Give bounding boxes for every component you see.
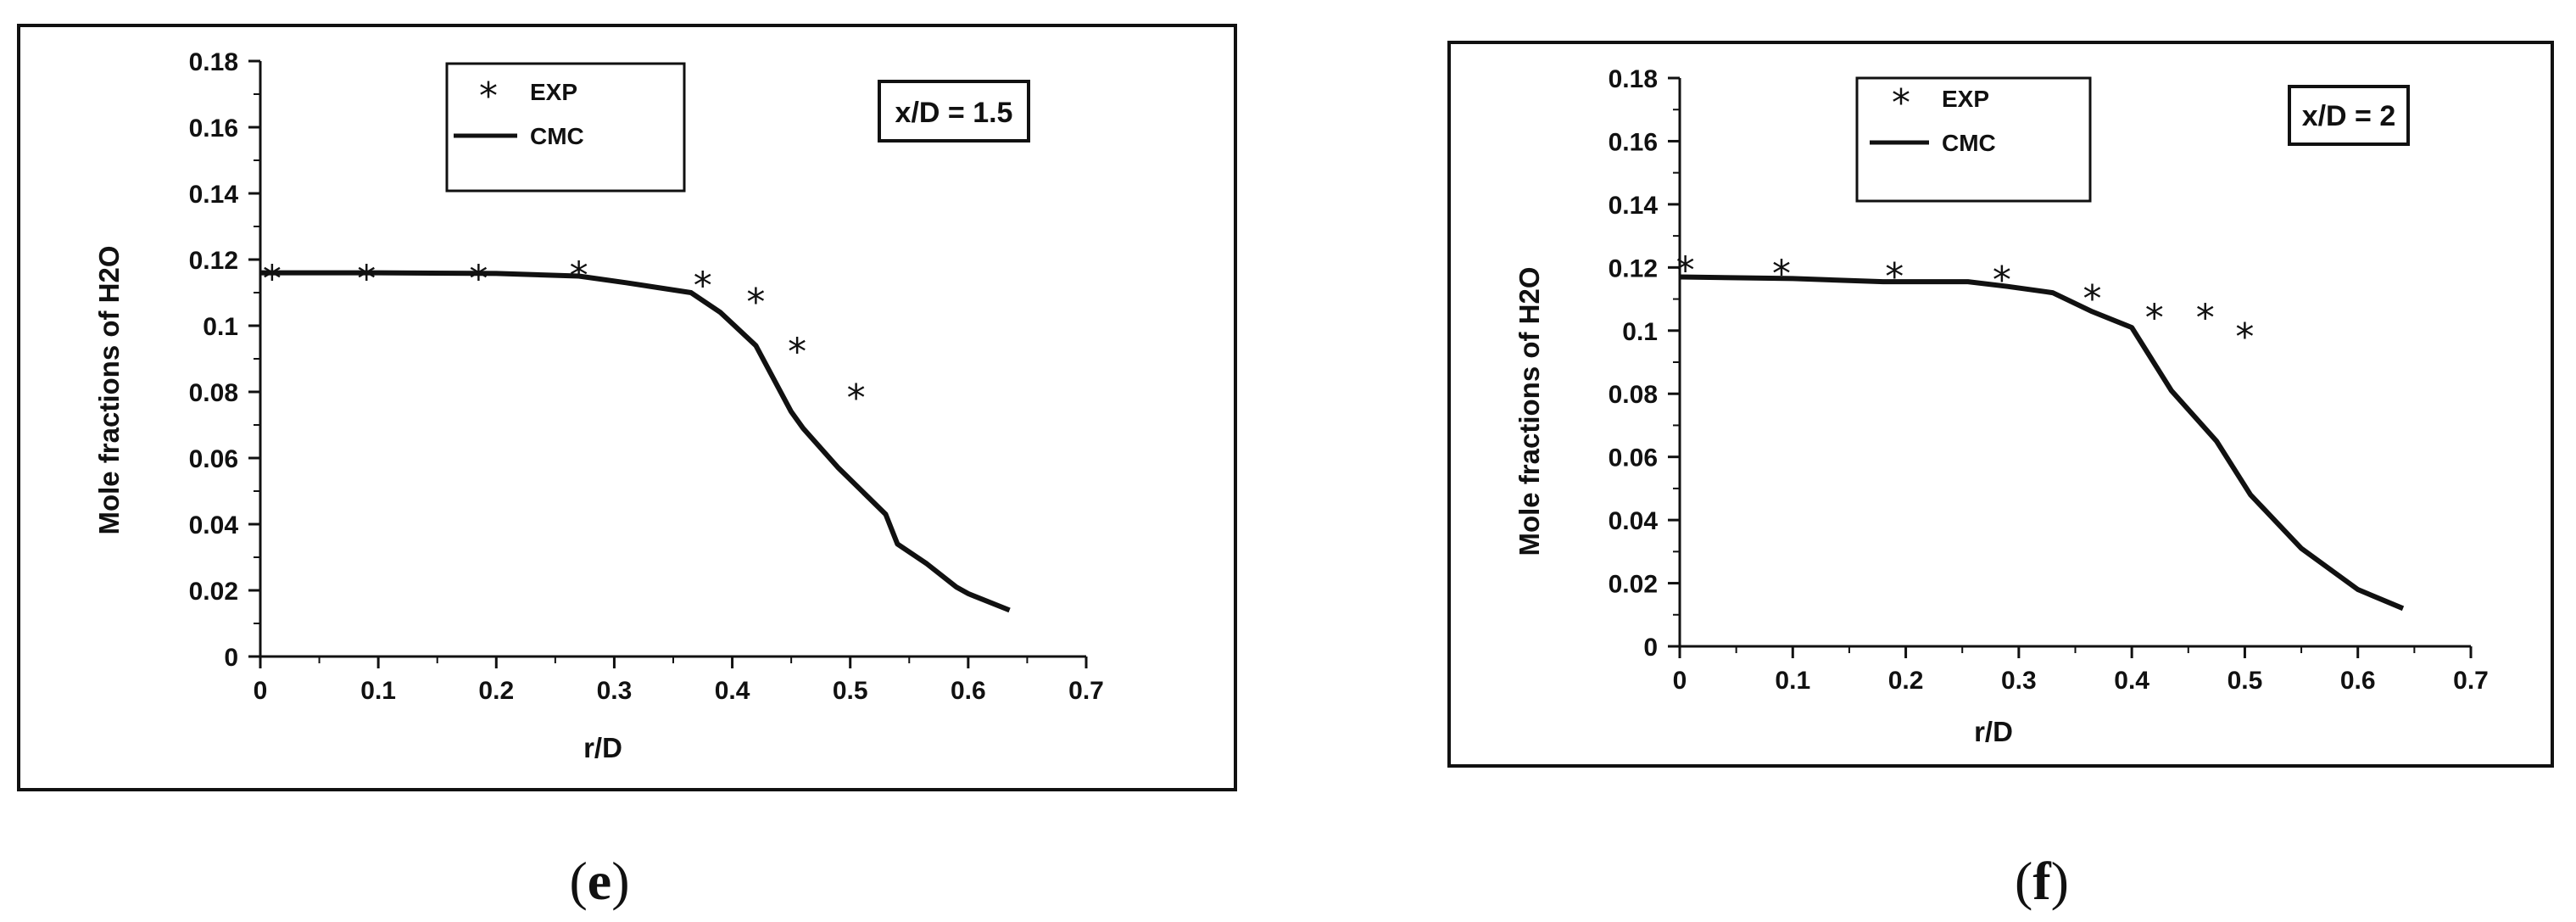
data-point-exp: * [2145,296,2164,339]
y-tick-label: 0.02 [189,578,238,606]
annotation: x/D = 1.5 [878,80,1030,142]
y-tick-label: 0.08 [1609,381,1658,409]
legend: * EXP CMC [1855,76,2092,203]
annotation-box [2288,85,2410,146]
data-point-exp: * [1885,255,1904,299]
x-tick-label: 0.5 [2228,667,2263,695]
legend: * EXP CMC [445,62,686,193]
data-point-exp: * [1676,249,1695,293]
y-axis-title: Mole fractions of H2O [1514,266,1545,556]
x-tick-label: 0.3 [2001,667,2037,695]
chart-panel-e: Mole fractions of H2O r/D 0 0.1 0.2 0.3 0.4 0… [17,24,1237,791]
x-tick-label: 0.1 [360,677,396,705]
y-tick-label: 0.12 [189,247,238,275]
y-tick-label: 0 [224,644,238,672]
legend-label-cmc: CMC [1942,130,1996,156]
x-tick-label: 0.4 [2114,667,2149,695]
y-tick-label: 0.14 [1609,192,1659,220]
x-tick-label: 0.6 [951,677,986,705]
y-tick-label: 0.1 [1622,318,1658,346]
y-tick-label: 0.12 [1609,254,1658,282]
y-tick-label: 0.18 [1609,65,1658,93]
x-tick-label: 0.2 [1888,667,1924,695]
data-point-exp: * [469,258,488,301]
x-tick-label: 0.2 [478,677,514,705]
series-line-cmc [1679,274,2405,612]
legend-label-exp: EXP [1942,86,1989,112]
panel-frame [17,24,1237,791]
legend-label-cmc: CMC [530,123,584,149]
y-tick-label: 0.06 [1609,444,1658,472]
y-tick-label: 0.14 [189,181,239,209]
legend-box [445,62,686,193]
data-point-exp: * [1772,252,1791,295]
data-point-exp: * [263,258,282,301]
y-axis-title: Mole fractions of H2O [93,245,125,534]
x-tick-label: 0.4 [715,677,750,705]
panel-frame [1447,41,2554,768]
annotation: x/D = 2 [2288,85,2410,146]
series-group: ******** [1676,249,2405,612]
x-tick-label: 0.1 [1775,667,1810,695]
panel-label-f: (f) [2015,851,2069,911]
y-tick-label: 0.04 [1609,507,1659,535]
annotation-text: x/D = 1.5 [895,97,1013,129]
y-tick-label: 0.06 [189,445,238,473]
data-point-exp: * [2235,316,2254,359]
legend-marker-exp: * [479,75,498,118]
y-tick-label: 0 [1643,634,1658,662]
panel-label-e: (e) [569,851,629,911]
x-axis-title: r/D [583,732,622,763]
x-axis-title: r/D [1974,716,2013,747]
axes: 0 0.1 0.2 0.3 0.4 0.5 0.6 0.7 0 0.02 0.04 0.06 0.08 0… [1609,65,2489,695]
y-tick-label: 0.1 [203,313,238,341]
x-tick-label: 0.7 [2453,667,2489,695]
data-point-exp: * [357,258,376,301]
data-point-exp: * [788,330,806,373]
x-tick-label: 0.5 [833,677,868,705]
x-tick-label: 0 [1673,667,1687,695]
series-line-cmc [260,270,1011,613]
annotation-box [878,80,1030,142]
x-tick-label: 0.6 [2340,667,2376,695]
axes: 0 0.1 0.2 0.3 0.4 0.5 0.6 0.7 0 0.02 0.04 0.06 0.08 0… [189,48,1104,705]
legend-box [1855,76,2092,203]
data-point-exp: * [2196,296,2215,339]
x-tick-label: 0.3 [597,677,633,705]
data-point-exp: * [1993,259,2011,302]
y-tick-label: 0.16 [189,115,238,142]
legend-label-exp: EXP [530,79,577,105]
y-tick-label: 0.02 [1609,571,1658,599]
x-tick-label: 0.7 [1068,677,1104,705]
series-group: ******** [260,254,1011,613]
y-tick-label: 0.08 [189,379,238,407]
y-tick-label: 0.16 [1609,128,1658,156]
chart-panel-f: Mole fractions of H2O r/D 0 0.1 0.2 0.3 0.4 0… [1447,41,2554,768]
y-tick-label: 0.18 [189,48,238,76]
legend-marker-exp: * [1892,81,1910,125]
annotation-text: x/D = 2 [2302,100,2396,132]
data-point-exp: * [847,377,866,420]
y-tick-label: 0.04 [189,511,239,539]
data-point-exp: * [746,281,765,324]
x-tick-label: 0 [254,677,268,705]
